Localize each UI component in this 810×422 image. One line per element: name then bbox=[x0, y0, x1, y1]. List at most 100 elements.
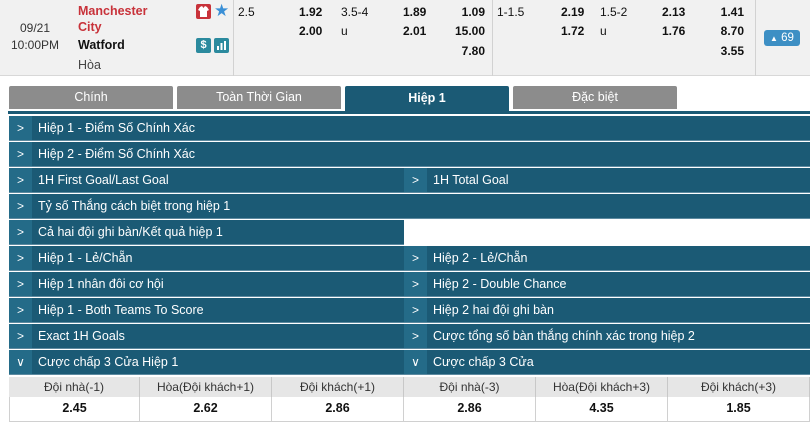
tab-full-time[interactable]: Toàn Thời Gian bbox=[177, 86, 341, 109]
away-team[interactable]: Watford bbox=[78, 38, 125, 52]
shirt-icon[interactable] bbox=[196, 4, 211, 19]
market-label: Hiệp 1 - Both Teams To Score bbox=[38, 303, 204, 317]
chevron-right-icon: > bbox=[9, 246, 32, 270]
chevron-right-icon: > bbox=[404, 168, 427, 192]
market-label: Hiệp 1 nhân đôi cơ hội bbox=[38, 277, 164, 291]
chevron-right-icon: > bbox=[9, 194, 32, 218]
h1-hdp-line: 1-1.5 bbox=[497, 5, 525, 19]
ft-ou-over-odds[interactable]: 1.89 bbox=[403, 5, 427, 19]
market-label: Cược chấp 3 Cửa Hiệp 1 bbox=[38, 355, 179, 369]
draw-label: Hòa bbox=[78, 58, 101, 72]
market-label: Cược chấp 3 Cửa bbox=[433, 355, 534, 369]
ft-1x2-home-odds[interactable]: 1.09 bbox=[461, 5, 485, 19]
chevron-right-icon: > bbox=[9, 116, 32, 140]
market-row[interactable]: > 1H Total Goal bbox=[404, 168, 810, 193]
match-row: 09/21 10:00PM Manchester City Watford Hò… bbox=[0, 0, 810, 76]
odds-value[interactable]: 4.35 bbox=[536, 397, 668, 422]
market-label: Tỷ số Thắng cách biệt trong hiệp 1 bbox=[38, 199, 231, 213]
market-label: 1H First Goal/Last Goal bbox=[38, 173, 169, 187]
ft-ou-under-odds[interactable]: 2.01 bbox=[403, 24, 427, 38]
odds-header: Đội nhà(-3) bbox=[404, 377, 536, 397]
chevron-right-icon: > bbox=[9, 272, 32, 296]
market-row[interactable]: > Hiệp 1 - Điểm Số Chính Xác bbox=[9, 116, 810, 141]
market-label: Hiệp 1 - Điểm Số Chính Xác bbox=[38, 121, 196, 135]
chevron-right-icon: > bbox=[404, 324, 427, 348]
market-row-expanded[interactable]: ∨ Cược chấp 3 Cửa Hiệp 1 bbox=[9, 350, 404, 375]
market-row[interactable]: > 1H First Goal/Last Goal bbox=[9, 168, 404, 193]
chevron-right-icon: > bbox=[404, 298, 427, 322]
home-team-line1[interactable]: Manchester bbox=[78, 4, 148, 18]
odds-value[interactable]: 2.62 bbox=[140, 397, 272, 422]
odds-header: Hòa(Đội khách+1) bbox=[140, 377, 272, 397]
market-label: Hiệp 2 - Điểm Số Chính Xác bbox=[38, 147, 196, 161]
market-label: Hiệp 2 hai đội ghi bàn bbox=[433, 303, 554, 317]
market-row[interactable]: > Hiệp 2 hai đội ghi bàn bbox=[404, 298, 810, 323]
more-markets-button[interactable]: ▲ 69 bbox=[764, 30, 800, 46]
odds-value[interactable]: 2.86 bbox=[272, 397, 404, 422]
market-label: Hiệp 1 - Lẻ/Chẵn bbox=[38, 251, 133, 265]
tab-underline bbox=[8, 111, 810, 114]
market-label: Cả hai đội ghi bàn/Kết quả hiệp 1 bbox=[38, 225, 223, 239]
h1-1x2-away-odds[interactable]: 8.70 bbox=[720, 24, 744, 38]
h1-1x2-home-odds[interactable]: 1.41 bbox=[720, 5, 744, 19]
h1-ou-under-odds[interactable]: 1.76 bbox=[662, 24, 686, 38]
odds-value[interactable]: 2.86 bbox=[404, 397, 536, 422]
ft-ou-under-label: u bbox=[341, 24, 348, 38]
market-row[interactable]: > Hiệp 1 - Lẻ/Chẵn bbox=[9, 246, 404, 271]
star-icon[interactable]: ★ bbox=[214, 1, 230, 20]
market-row[interactable]: > Hiệp 1 - Both Teams To Score bbox=[9, 298, 404, 323]
market-row[interactable]: > Cược tổng số bàn thắng chính xác trong… bbox=[404, 324, 810, 349]
market-label: Exact 1H Goals bbox=[38, 329, 125, 343]
empty-cell bbox=[404, 220, 810, 245]
chevron-right-icon: > bbox=[404, 272, 427, 296]
odds-header: Đội khách(+3) bbox=[668, 377, 810, 397]
h1-hdp-home-odds[interactable]: 2.19 bbox=[561, 5, 585, 19]
odds-value[interactable]: 2.45 bbox=[9, 397, 140, 422]
chevron-right-icon: > bbox=[404, 246, 427, 270]
market-row[interactable]: > Tỷ số Thắng cách biệt trong hiệp 1 bbox=[9, 194, 810, 219]
market-label: Hiệp 2 - Double Chance bbox=[433, 277, 567, 291]
odds-header: Đội khách(+1) bbox=[272, 377, 404, 397]
market-row[interactable]: > Hiệp 1 nhân đôi cơ hội bbox=[9, 272, 404, 297]
ft-hdp-home-odds[interactable]: 1.92 bbox=[299, 5, 323, 19]
more-markets-count: 69 bbox=[781, 32, 794, 44]
dollar-icon[interactable]: $ bbox=[196, 38, 211, 53]
ft-1x2-away-odds[interactable]: 15.00 bbox=[454, 24, 485, 38]
h1-hdp-away-odds[interactable]: 1.72 bbox=[561, 24, 585, 38]
match-date: 09/21 bbox=[19, 21, 51, 35]
chevron-right-icon: > bbox=[9, 324, 32, 348]
h1-1x2-draw-odds[interactable]: 3.55 bbox=[720, 44, 744, 58]
chevron-right-icon: > bbox=[9, 220, 32, 244]
chevron-down-icon: ∨ bbox=[9, 350, 32, 374]
ft-1x2-draw-odds[interactable]: 7.80 bbox=[461, 44, 485, 58]
match-time: 10:00PM bbox=[10, 38, 60, 52]
stats-icon[interactable] bbox=[214, 38, 229, 53]
market-row[interactable]: > Hiệp 2 - Điểm Số Chính Xác bbox=[9, 142, 810, 167]
market-row[interactable]: > Exact 1H Goals bbox=[9, 324, 404, 349]
market-label: Hiệp 2 - Lẻ/Chẵn bbox=[433, 251, 528, 265]
chevron-right-icon: > bbox=[9, 168, 32, 192]
ft-hdp-line: 2.5 bbox=[238, 5, 255, 19]
ft-hdp-away-odds[interactable]: 2.00 bbox=[299, 24, 323, 38]
tab-first-half[interactable]: Hiệp 1 bbox=[345, 86, 509, 113]
tab-special[interactable]: Đặc biệt bbox=[513, 86, 677, 109]
ft-ou-line: 3.5-4 bbox=[341, 5, 369, 19]
market-row[interactable]: > Hiệp 2 - Double Chance bbox=[404, 272, 810, 297]
h1-ou-over-odds[interactable]: 2.13 bbox=[662, 5, 686, 19]
chevron-down-icon: ∨ bbox=[404, 350, 427, 374]
chevron-right-icon: > bbox=[9, 298, 32, 322]
market-row-expanded[interactable]: ∨ Cược chấp 3 Cửa bbox=[404, 350, 810, 375]
odds-value[interactable]: 1.85 bbox=[668, 397, 810, 422]
market-label: Cược tổng số bàn thắng chính xác trong h… bbox=[433, 329, 695, 343]
home-team-line2[interactable]: City bbox=[78, 20, 102, 34]
chevron-right-icon: > bbox=[9, 142, 32, 166]
h1-ou-line: 1.5-2 bbox=[600, 5, 628, 19]
h1-ou-under-label: u bbox=[600, 24, 607, 38]
caret-up-icon: ▲ bbox=[770, 34, 778, 43]
market-row[interactable]: > Cả hai đội ghi bàn/Kết quả hiệp 1 bbox=[9, 220, 404, 245]
tab-main[interactable]: Chính bbox=[9, 86, 173, 109]
odds-header: Đội nhà(-1) bbox=[9, 377, 140, 397]
market-label: 1H Total Goal bbox=[433, 173, 509, 187]
market-row[interactable]: > Hiệp 2 - Lẻ/Chẵn bbox=[404, 246, 810, 271]
odds-header: Hòa(Đội khách+3) bbox=[536, 377, 668, 397]
